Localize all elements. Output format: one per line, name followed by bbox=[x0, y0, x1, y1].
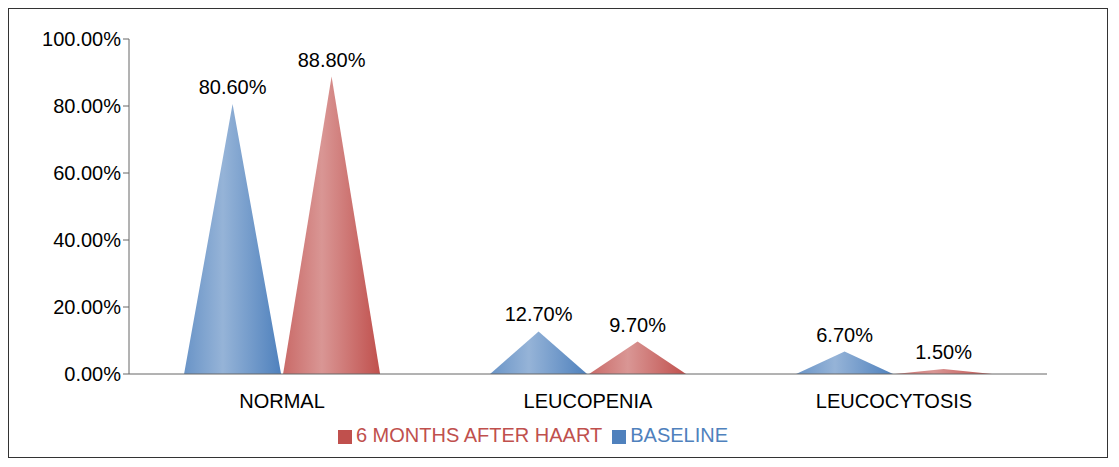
svg-text:9.70%: 9.70% bbox=[609, 314, 666, 336]
svg-text:LEUCOPENIA: LEUCOPENIA bbox=[524, 390, 654, 412]
svg-text:100.00%: 100.00% bbox=[42, 28, 121, 50]
svg-text:20.00%: 20.00% bbox=[53, 296, 121, 318]
svg-text:LEUCOCYTOSIS: LEUCOCYTOSIS bbox=[816, 390, 972, 412]
html-text:BASELINE: BASELINE bbox=[630, 424, 729, 446]
svg-text:0.00%: 0.00% bbox=[64, 363, 121, 385]
svg-text:60.00%: 60.00% bbox=[53, 162, 121, 184]
svg-text:12.70%: 12.70% bbox=[505, 303, 573, 325]
svg-text:40.00%: 40.00% bbox=[53, 229, 121, 251]
svg-text:1.50%: 1.50% bbox=[915, 341, 972, 363]
svg-text:80.00%: 80.00% bbox=[53, 95, 121, 117]
svg-text:80.60%: 80.60% bbox=[199, 76, 267, 98]
svg-text:88.80%: 88.80% bbox=[298, 49, 366, 71]
svg-text:NORMAL: NORMAL bbox=[239, 390, 325, 412]
html-text:6 MONTHS AFTER HAART: 6 MONTHS AFTER HAART bbox=[355, 424, 603, 446]
svg-text:6.70%: 6.70% bbox=[816, 324, 873, 346]
